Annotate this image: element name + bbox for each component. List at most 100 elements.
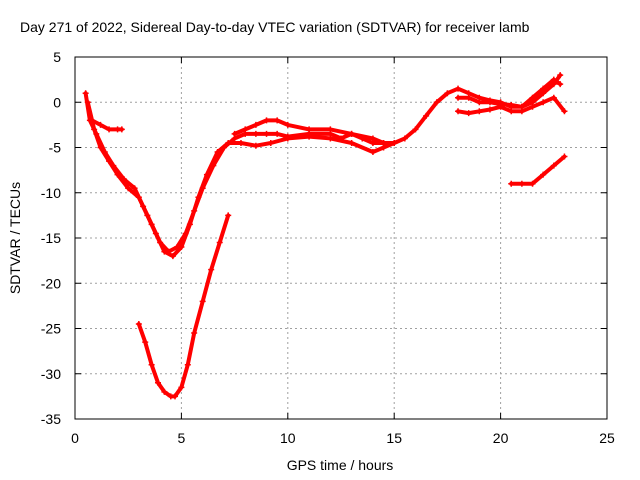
data-point xyxy=(118,126,125,133)
data-point xyxy=(216,239,223,246)
data-point xyxy=(263,117,270,124)
y-tick-label: -35 xyxy=(41,411,61,427)
data-point xyxy=(252,121,259,128)
data-point xyxy=(225,212,232,219)
series-arc-late-rise xyxy=(508,153,568,187)
data-point xyxy=(195,194,202,201)
data-point xyxy=(433,99,440,106)
data-point xyxy=(412,126,419,133)
data-point xyxy=(161,248,168,255)
data-point xyxy=(476,108,483,115)
data-point xyxy=(135,320,142,327)
data-point xyxy=(208,266,215,273)
data-point xyxy=(455,85,462,92)
data-point xyxy=(148,361,155,368)
data-point xyxy=(327,126,334,133)
y-tick-label: -15 xyxy=(41,230,61,246)
data-point xyxy=(550,94,557,101)
series-arc-main-lower xyxy=(84,99,398,260)
x-axis-label: GPS time / hours xyxy=(287,457,394,473)
series-arc-late-lower xyxy=(455,94,568,117)
data-point xyxy=(508,180,515,187)
data-point xyxy=(455,108,462,115)
data-point xyxy=(557,81,564,88)
data-point xyxy=(161,388,168,395)
x-tick-label: 25 xyxy=(599,430,615,446)
data-point xyxy=(401,135,408,142)
data-point xyxy=(84,99,91,106)
series-arc-late-upper xyxy=(455,72,564,110)
data-point xyxy=(508,108,515,115)
y-axis-label: SDTVAR / TECUs xyxy=(7,182,23,294)
data-point xyxy=(191,330,198,337)
data-point xyxy=(252,142,259,149)
x-tick-label: 20 xyxy=(493,430,509,446)
data-point xyxy=(486,106,493,113)
data-point xyxy=(540,90,547,97)
data-point xyxy=(178,244,185,251)
data-point xyxy=(391,139,398,146)
data-point xyxy=(369,135,376,142)
data-point xyxy=(106,158,113,165)
data-point xyxy=(214,149,221,156)
data-point xyxy=(263,130,270,137)
data-point xyxy=(152,230,159,237)
data-point xyxy=(561,153,568,160)
data-point xyxy=(327,135,334,142)
series-arc-deep xyxy=(135,212,232,400)
data-point xyxy=(184,361,191,368)
data-point xyxy=(106,126,113,133)
data-point xyxy=(486,99,493,106)
data-point xyxy=(284,121,291,128)
data-point xyxy=(497,103,504,110)
x-axis: 0 5 10 15 20 25 xyxy=(71,57,615,446)
data-point xyxy=(131,185,138,192)
data-point xyxy=(169,253,176,260)
data-point xyxy=(144,212,151,219)
data-point xyxy=(518,108,525,115)
data-point xyxy=(380,139,387,146)
series-arc-short-early xyxy=(89,117,125,133)
data-point xyxy=(455,94,462,101)
data-point xyxy=(172,393,179,400)
data-point xyxy=(252,130,259,137)
data-point xyxy=(142,339,149,346)
data-point xyxy=(135,194,142,201)
data-point xyxy=(225,139,232,146)
grid xyxy=(75,57,607,419)
data-point xyxy=(518,180,525,187)
plot-area xyxy=(82,72,568,400)
x-tick-label: 15 xyxy=(386,430,402,446)
data-point xyxy=(186,221,193,228)
data-point xyxy=(550,162,557,169)
y-tick-label: -10 xyxy=(41,185,61,201)
data-point xyxy=(97,144,104,151)
data-point xyxy=(284,135,291,142)
data-point xyxy=(82,90,89,97)
data-point xyxy=(267,139,274,146)
series-line xyxy=(509,154,567,186)
series-line xyxy=(136,213,231,399)
data-point xyxy=(508,101,515,108)
data-point xyxy=(199,298,206,305)
data-point xyxy=(306,126,313,133)
series-arc-mid-upper xyxy=(231,117,387,146)
y-tick-label: -20 xyxy=(41,275,61,291)
data-point xyxy=(91,126,98,133)
data-point xyxy=(274,130,281,137)
data-point xyxy=(348,139,355,146)
data-point xyxy=(154,379,161,386)
series-line xyxy=(85,100,397,259)
y-axis: 5 0 -5 -10 -15 -20 -25 -30 -35 xyxy=(41,49,607,427)
data-point xyxy=(89,117,96,124)
y-tick-label: -25 xyxy=(41,321,61,337)
data-point xyxy=(203,171,210,178)
chart-title: Day 271 of 2022, Sidereal Day-to-day VTE… xyxy=(20,19,530,35)
data-point xyxy=(369,149,376,156)
y-tick-label: -5 xyxy=(49,140,62,156)
y-tick-label: 5 xyxy=(53,49,61,65)
data-point xyxy=(465,110,472,117)
data-point xyxy=(231,130,238,137)
x-tick-label: 0 xyxy=(71,430,79,446)
